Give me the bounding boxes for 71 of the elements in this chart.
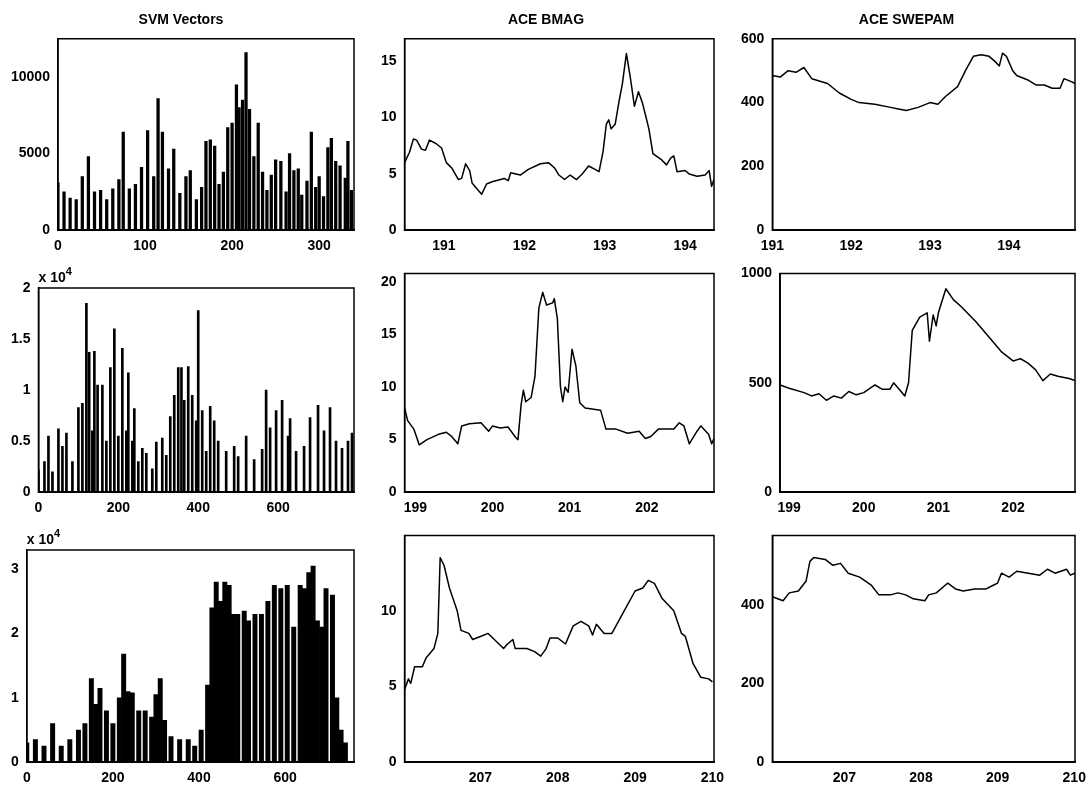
y-tick-label: 1.5 <box>10 329 31 346</box>
y-tick-label: 10000 <box>10 67 51 84</box>
x-tick-label: 0 <box>54 237 63 254</box>
y-tick-label: 5 <box>388 430 397 447</box>
y-tick-label: 200 <box>741 157 765 174</box>
x-tick-label: 300 <box>307 237 332 254</box>
y-tick-label: 1 <box>10 688 19 705</box>
x-tick-label: 400 <box>187 769 211 786</box>
x-tick-label: 200 <box>101 769 125 786</box>
x-tick-label: 199 <box>777 499 801 516</box>
y-tick-label: 600 <box>741 29 765 46</box>
x-tick-label: 200 <box>480 499 505 516</box>
x-tick-label: 209 <box>985 769 1010 786</box>
x-tick-label: 192 <box>839 237 864 254</box>
y-tick-label: 0 <box>388 221 397 238</box>
x-tick-label: 193 <box>918 237 942 254</box>
x-tick-label: 191 <box>760 237 785 254</box>
x-tick-label: 208 <box>546 769 570 786</box>
y-tick-label: 15 <box>380 52 397 69</box>
y-tick-label: 0 <box>756 753 765 770</box>
y-tick-label: 0 <box>42 221 51 238</box>
x-tick-label: 200 <box>220 237 244 254</box>
x-tick-label: 194 <box>673 237 697 254</box>
y-tick-label: 15 <box>380 325 397 342</box>
x-tick-label: 194 <box>997 237 1021 254</box>
x-tick-label: 192 <box>512 237 537 254</box>
y-tick-label: 0 <box>388 483 397 500</box>
x-tick-label: 600 <box>273 769 298 786</box>
y-tick-label: 400 <box>741 93 765 110</box>
y-tick-label: 0 <box>388 753 397 770</box>
x-tick-label: 210 <box>1062 769 1087 786</box>
x-tick-label: 400 <box>186 499 211 516</box>
y-tick-label: 400 <box>741 595 765 612</box>
x-tick-label: 207 <box>832 769 857 786</box>
y-tick-label: 10 <box>380 601 397 618</box>
y-tick-label: 0.5 <box>10 432 31 449</box>
y-tick-label: 5 <box>388 164 397 181</box>
y-tick-label: 1 <box>22 380 31 397</box>
x-tick-label: 200 <box>106 499 131 516</box>
y-tick-label: 0 <box>764 483 773 500</box>
y-tick-label: 10 <box>380 377 397 394</box>
chart-title: ACE SWEPAM <box>858 11 955 28</box>
y-tick-label: 2 <box>10 624 19 641</box>
x-tick-label: 193 <box>593 237 617 254</box>
x-tick-label: 201 <box>558 499 582 516</box>
y-tick-label: 5 <box>388 677 397 694</box>
y-tick-label: 3 <box>10 560 19 577</box>
x-tick-label: 199 <box>403 499 428 516</box>
y-tick-label: 0 <box>10 753 19 770</box>
chart-title: ACE BMAG <box>507 11 585 28</box>
x-tick-label: 202 <box>1001 499 1025 516</box>
x-tick-label: 100 <box>133 237 157 254</box>
x-tick-label: 207 <box>468 769 493 786</box>
y-tick-label: 5000 <box>18 144 51 161</box>
x-tick-label: 200 <box>852 499 876 516</box>
y-tick-label: 200 <box>741 674 765 691</box>
y-tick-label: 2 <box>22 278 31 295</box>
y-tick-label: 1000 <box>740 264 773 281</box>
chart-title: SVM Vectors <box>138 11 224 28</box>
x-tick-label: 210 <box>700 769 725 786</box>
x-tick-label: 202 <box>635 499 659 516</box>
y-tick-label: 10 <box>380 108 397 125</box>
x-tick-label: 208 <box>909 769 933 786</box>
x-tick-label: 201 <box>926 499 951 516</box>
y-tick-label: 500 <box>748 373 773 390</box>
x-tick-label: 191 <box>432 237 456 254</box>
x-tick-label: 209 <box>623 769 647 786</box>
x-tick-label: 600 <box>266 499 290 516</box>
y-tick-label: 0 <box>756 221 765 238</box>
y-tick-label: 20 <box>380 272 397 289</box>
y-tick-label: 0 <box>22 483 31 500</box>
